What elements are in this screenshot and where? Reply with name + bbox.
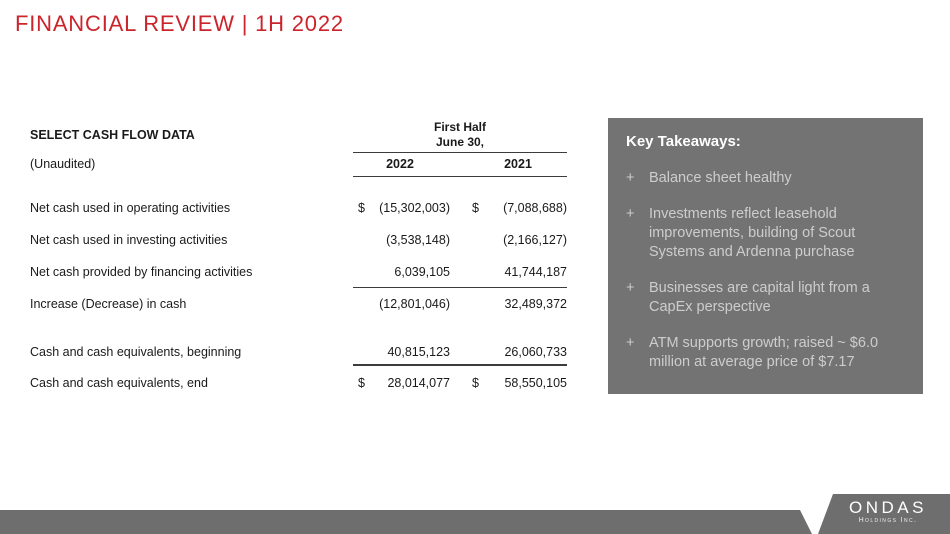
column-header-2021: 2021	[504, 157, 532, 171]
row-label: Increase (Decrease) in cash	[30, 297, 187, 311]
dollar-sign	[358, 297, 372, 312]
dollar-sign	[358, 265, 372, 280]
value-2022: 6,039,105	[394, 265, 450, 279]
table-row: Net cash used in investing activities (3…	[30, 233, 567, 248]
plus-bullet-icon: +	[626, 280, 635, 296]
table-row: Net cash used in operating activities $ …	[30, 201, 567, 216]
logo-wordmark: ONDAS	[849, 498, 927, 517]
row-label: Net cash provided by financing activitie…	[30, 265, 253, 279]
dollar-sign	[450, 265, 479, 280]
table-row: Cash and cash equivalents, beginning 40,…	[30, 345, 567, 360]
takeaway-text: ATM supports growth; raised ~ $6.0 milli…	[649, 335, 879, 370]
value-2021: 58,550,105	[504, 376, 567, 390]
value-2022: (3,538,148)	[386, 233, 450, 247]
takeaways-heading: Key Takeaways:	[626, 133, 741, 150]
period-header: First Half June 30,	[353, 120, 567, 150]
value-2021: 32,489,372	[504, 297, 567, 311]
dollar-sign	[358, 345, 372, 360]
table-subtitle: (Unaudited)	[30, 157, 96, 171]
takeaway-text: Investments reflect leasehold improvemen…	[649, 206, 856, 260]
takeaway-item: + ATM supports growth; raised ~ $6.0 mil…	[626, 334, 905, 372]
row-label: Cash and cash equivalents, end	[30, 376, 208, 390]
rule-total	[353, 364, 567, 366]
dollar-sign: $	[358, 201, 365, 215]
page-title: FINANCIAL REVIEW | 1H 2022	[15, 11, 344, 36]
dollar-sign: $	[472, 201, 479, 215]
row-label: Net cash used in investing activities	[30, 233, 228, 247]
dollar-sign	[358, 233, 372, 248]
table-row: Net cash provided by financing activitie…	[30, 265, 567, 280]
value-2021: (7,088,688)	[503, 201, 567, 215]
value-2021: (2,166,127)	[503, 233, 567, 247]
takeaway-item: + Balance sheet healthy	[626, 169, 905, 188]
period-line2: June 30,	[435, 135, 485, 149]
row-label: Cash and cash equivalents, beginning	[30, 345, 242, 359]
rule-subtotal	[353, 287, 567, 288]
dollar-sign	[450, 345, 479, 360]
value-2022: (12,801,046)	[379, 297, 450, 311]
takeaway-item: + Investments reflect leasehold improvem…	[626, 205, 905, 262]
value-2021: 26,060,733	[504, 345, 567, 359]
company-logo: ONDAS Holdings Inc.	[818, 494, 950, 534]
key-takeaways-panel: Key Takeaways: + Balance sheet healthy +…	[608, 118, 923, 394]
dollar-sign: $	[472, 376, 479, 390]
column-header-2022: 2022	[386, 157, 414, 171]
takeaway-item: + Businesses are capital light from a Ca…	[626, 279, 905, 317]
logo-subtext: Holdings Inc.	[858, 517, 918, 524]
takeaway-text: Businesses are capital light from a CapE…	[649, 280, 870, 315]
plus-bullet-icon: +	[626, 206, 635, 222]
value-2022: 40,815,123	[387, 345, 450, 359]
table-title: SELECT CASH FLOW DATA	[30, 128, 195, 142]
period-line1: First Half	[433, 120, 486, 134]
value-2022: 28,014,077	[387, 376, 450, 390]
table-row: Increase (Decrease) in cash (12,801,046)…	[30, 297, 567, 312]
takeaway-text: Balance sheet healthy	[649, 170, 792, 186]
dollar-sign	[450, 233, 479, 248]
dollar-sign	[450, 297, 479, 312]
plus-bullet-icon: +	[626, 335, 635, 351]
row-label: Net cash used in operating activities	[30, 201, 231, 215]
dollar-sign: $	[358, 376, 365, 390]
value-2022: (15,302,003)	[379, 201, 450, 215]
rule-under-columns	[353, 176, 567, 177]
table-row: Cash and cash equivalents, end $ 28,014,…	[30, 376, 567, 391]
plus-bullet-icon: +	[626, 170, 635, 186]
footer-bar	[0, 510, 812, 534]
rule-under-period	[353, 152, 567, 153]
value-2021: 41,744,187	[504, 265, 567, 279]
